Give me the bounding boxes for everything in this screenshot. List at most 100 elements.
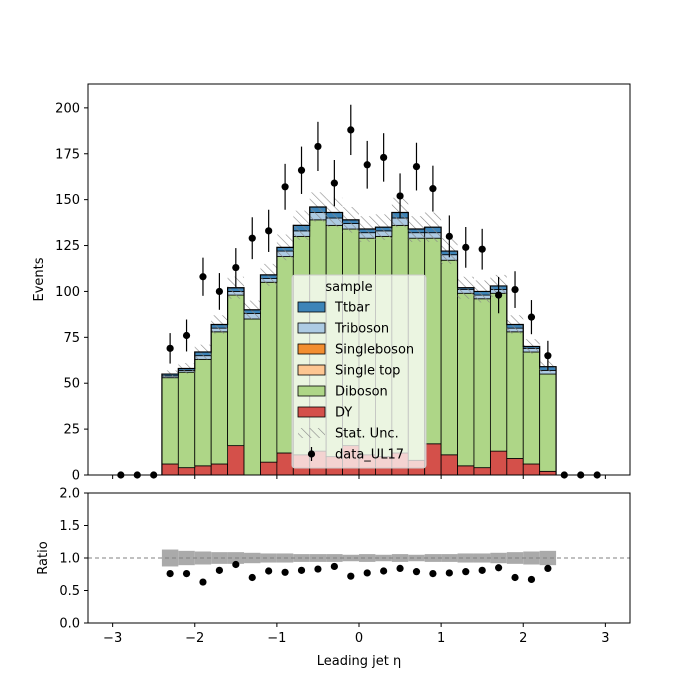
- ratio-band-bin: [211, 552, 228, 564]
- bar-dy: [194, 465, 212, 476]
- bar-dy: [473, 467, 491, 476]
- ratio-band-bin: [408, 554, 425, 562]
- data-point: [396, 192, 404, 200]
- legend-swatch: [297, 385, 326, 397]
- legend-entry: DY: [335, 406, 352, 421]
- bar-diboson: [424, 237, 442, 445]
- ratio-point: [429, 570, 437, 578]
- data-point: [412, 163, 421, 171]
- y-tick-label: 175: [55, 147, 80, 162]
- bar-dy: [539, 470, 557, 476]
- data-point: [478, 245, 486, 253]
- ratio-point: [297, 566, 306, 574]
- ratio-y-tick-label: 1.0: [59, 552, 80, 567]
- x-tick-label: −2: [185, 631, 204, 646]
- bar-dy: [161, 463, 179, 476]
- legend-swatch: [297, 406, 326, 418]
- data-point: [511, 285, 519, 294]
- ratio-point: [215, 566, 223, 574]
- ratio-point: [380, 567, 388, 575]
- ratio-band-bin: [490, 552, 507, 564]
- y-tick-label: 200: [55, 101, 80, 116]
- legend-swatch: [297, 322, 326, 334]
- legend-entry: Triboson: [334, 322, 389, 337]
- ratio-point: [363, 569, 371, 577]
- data-point: [166, 344, 174, 352]
- main-y-axis: 0 25 50 75 100 125 150 175 200: [55, 101, 88, 484]
- data-point: [330, 179, 338, 187]
- bar-dy: [227, 445, 245, 476]
- data-points: [117, 104, 601, 479]
- stack-total-outline: [161, 206, 557, 475]
- ratio-band-bin: [539, 550, 557, 566]
- bar-diboson: [506, 331, 524, 459]
- ratio-point: [281, 568, 289, 576]
- bar-diboson: [177, 371, 196, 469]
- legend: sample Ttbar Triboson Singleboson Single top…: [291, 274, 427, 469]
- data-point: [527, 313, 536, 321]
- bar-diboson: [489, 292, 508, 452]
- ratio-point: [396, 564, 404, 573]
- data-point: [462, 243, 470, 251]
- x-tick-label: −1: [267, 631, 286, 646]
- data-point: [182, 331, 191, 340]
- bar-dy: [276, 452, 294, 476]
- ratio-point: [462, 568, 470, 576]
- y-tick-label: 100: [55, 285, 80, 300]
- bar-diboson: [194, 358, 212, 467]
- data-point: [281, 183, 289, 191]
- data-point: [445, 232, 453, 240]
- bar-diboson: [210, 331, 229, 465]
- data-point: [544, 352, 552, 360]
- bar-dy: [260, 461, 278, 476]
- ratio-plot-panel: 0.0 0.5 1.0 1.5 2.0 −3 −2 −1 0 1 2 3 Ratio Leading…: [36, 487, 631, 669]
- y-tick-label: 25: [63, 423, 80, 438]
- x-tick-label: −3: [103, 631, 122, 646]
- ratio-band-bin: [359, 554, 376, 562]
- bar-diboson: [227, 294, 245, 447]
- ratio-point: [199, 578, 207, 586]
- ratio-point: [265, 567, 273, 575]
- bar-dy: [210, 463, 229, 476]
- ratio-points: [166, 560, 552, 586]
- bar-dy: [440, 454, 458, 476]
- data-point: [265, 227, 273, 235]
- x-tick-label: 0: [355, 631, 363, 646]
- ratio-y-axis: 0.0 0.5 1.0 1.5 2.0: [59, 487, 88, 632]
- bar-diboson: [457, 292, 475, 467]
- ratio-point: [330, 562, 338, 571]
- legend-marker-data: [307, 450, 316, 458]
- main-y-axis-label: Events: [32, 257, 47, 301]
- bar-diboson: [440, 259, 458, 456]
- ratio-point: [347, 572, 355, 580]
- ratio-band-bin: [161, 549, 179, 567]
- bar-dy: [424, 443, 442, 476]
- y-tick-label: 150: [55, 193, 80, 208]
- bar-diboson: [276, 256, 294, 454]
- data-point: [314, 142, 322, 151]
- ratio-point: [248, 573, 256, 582]
- data-point: [232, 263, 240, 272]
- ratio-x-axis: −3 −2 −1 0 1 2 3: [103, 623, 610, 646]
- data-point: [347, 126, 355, 134]
- bar-dy: [489, 450, 508, 476]
- bar-diboson: [473, 298, 491, 469]
- legend-box: [291, 274, 427, 469]
- legend-entry: Ttbar: [334, 301, 370, 316]
- legend-entry: Diboson: [335, 385, 388, 400]
- x-tick-label: 1: [437, 631, 445, 646]
- data-point: [199, 273, 207, 281]
- ratio-y-tick-label: 1.5: [59, 519, 80, 534]
- y-tick-label: 0: [72, 469, 80, 484]
- bar-diboson: [243, 318, 261, 476]
- data-point: [495, 291, 503, 299]
- main-x-axis: [112, 475, 606, 479]
- data-point: [380, 153, 388, 162]
- bar-dy: [522, 463, 541, 476]
- ratio-point: [544, 564, 552, 573]
- ratio-point: [166, 570, 174, 578]
- legend-swatch: [297, 343, 326, 355]
- ratio-y-tick-label: 0.5: [59, 584, 80, 599]
- ratio-point: [478, 566, 486, 574]
- bar-diboson: [539, 373, 557, 472]
